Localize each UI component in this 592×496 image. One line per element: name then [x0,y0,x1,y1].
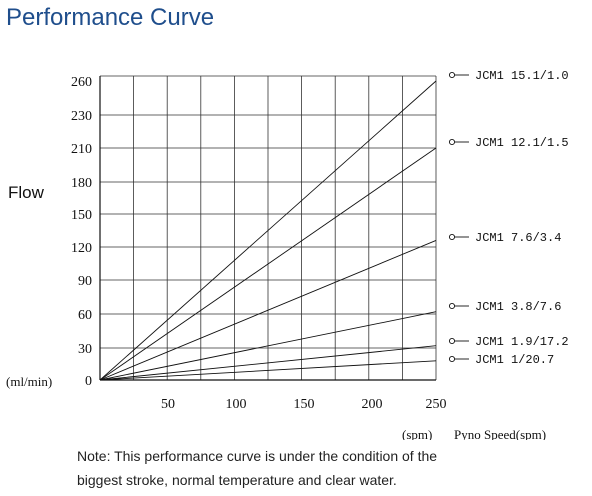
legend-marker [448,138,456,146]
chart-series [99,80,437,381]
series-line [99,345,437,381]
y-tick-label: 90 [78,274,92,289]
y-tick-label: 150 [71,208,92,223]
series-line [99,80,437,381]
y-tick-label: 180 [71,176,92,191]
note-line-2: biggest stroke, normal temperature and c… [77,472,397,488]
series-line [99,360,437,381]
legend-marker [448,71,456,79]
legend-label: JCM1 15.1/1.0 [475,69,569,83]
chart-grid [99,75,437,381]
legend-marker [448,302,456,310]
legend-label: JCM1 7.6/3.4 [475,231,561,245]
y-tick-label: 0 [85,374,92,389]
series-line [99,311,437,381]
note-line-1: Note: This performance curve is under th… [77,448,438,464]
legend-marker [448,337,456,345]
y-axis-unit: (ml/min) [6,374,52,389]
chart-legend: JCM1 15.1/1.0 JCM1 12.1/1.5 JCM1 7.6/3.4 JC… [448,69,569,367]
x-axis-label: Pyno Speed(spm) [454,427,546,440]
page-title: Performance Curve [6,4,215,31]
y-tick-label: 260 [71,75,92,90]
series-line [99,147,437,381]
series-line [99,239,437,381]
x-tick-label: 50 [161,397,175,412]
performance-chart: 0 30 60 90 120 150 180 210 230 260 50 100 150 200 250… [6,69,569,440]
x-tick-labels: 50 100 150 200 250 [161,397,447,412]
note-text: Note: This performance curve is under th… [77,444,577,492]
legend-label: JCM1 12.1/1.5 [475,136,569,150]
x-tick-label: 200 [362,397,383,412]
legend-label: JCM1 3.8/7.6 [475,300,561,314]
y-tick-label: 210 [71,142,92,157]
x-tick-label: 100 [226,397,247,412]
y-axis-label: Flow [8,183,45,202]
y-tick-label: 30 [78,342,92,357]
y-tick-label: 120 [71,241,92,256]
x-axis-unit: (spm) [402,427,432,440]
legend-marker [448,355,456,363]
legend-label: JCM1 1/20.7 [475,353,554,367]
x-tick-label: 150 [294,397,315,412]
y-tick-label: 230 [71,109,92,124]
legend-label: JCM1 1.9/17.2 [475,335,569,349]
legend-marker [448,233,456,241]
y-tick-label: 60 [78,308,92,323]
y-tick-labels: 0 30 60 90 120 150 180 210 230 260 [71,75,92,389]
x-tick-label: 250 [426,397,447,412]
